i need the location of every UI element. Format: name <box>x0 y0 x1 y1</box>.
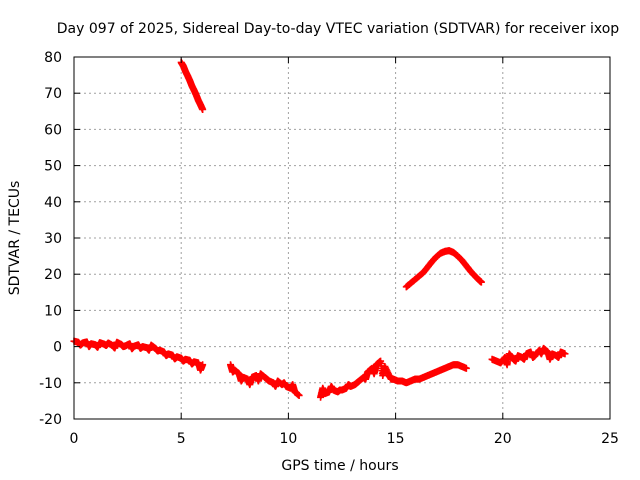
y-tick-label: 40 <box>44 195 62 211</box>
y-tick-label: 50 <box>44 159 62 175</box>
data-point <box>294 391 302 399</box>
series-late-segment <box>488 344 569 369</box>
data-point <box>560 350 568 358</box>
x-axis-label: GPS time / hours <box>281 458 398 474</box>
y-tick-label: 20 <box>44 267 62 283</box>
axes: 0 5 10 15 20 25 -20 -10 0 10 20 30 40 50 60 70 80 <box>39 50 619 447</box>
data-point <box>198 362 206 370</box>
y-tick-label: 70 <box>44 86 62 102</box>
y-tick-label: 60 <box>44 122 62 138</box>
x-tick-label: 5 <box>177 431 186 447</box>
series-early-near-zero <box>70 337 207 374</box>
y-tick-label: 30 <box>44 231 62 247</box>
x-tick-label: 25 <box>601 431 619 447</box>
plot-frame <box>73 56 611 420</box>
y-tick-label: -20 <box>39 412 62 428</box>
x-tick-label: 10 <box>279 431 297 447</box>
data-point <box>198 105 206 113</box>
series-mid-arc <box>402 247 485 291</box>
y-tick-label: 80 <box>44 50 62 66</box>
data-points <box>70 58 569 401</box>
x-tick-label: 15 <box>387 431 405 447</box>
series-dip-segment <box>227 361 303 399</box>
y-axis-label: SDTVAR / TECUs <box>7 181 23 296</box>
grid <box>74 57 610 419</box>
series-high-arc <box>177 58 207 113</box>
chart-title: Day 097 of 2025, Sidereal Day-to-day VTE… <box>57 21 620 37</box>
data-point <box>477 278 485 286</box>
x-tick-label: 20 <box>494 431 512 447</box>
y-tick-label: 10 <box>44 303 62 319</box>
y-tick-label: -10 <box>39 376 62 392</box>
data-point <box>462 364 470 372</box>
x-tick-label: 0 <box>70 431 79 447</box>
series-recovery-segment <box>317 357 470 401</box>
y-tick-label: 0 <box>53 340 62 356</box>
